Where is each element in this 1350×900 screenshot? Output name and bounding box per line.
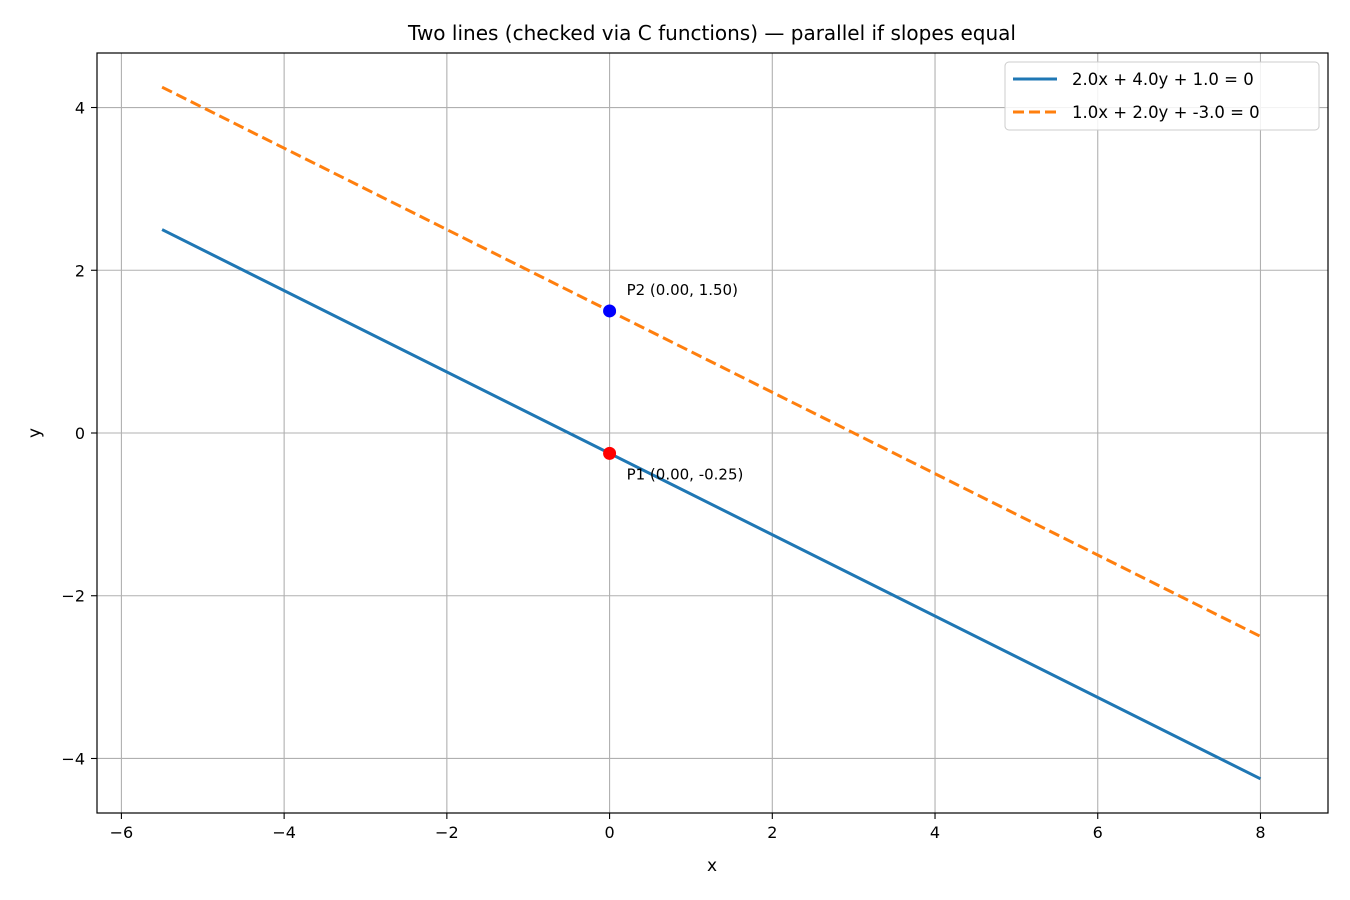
legend-box <box>1004 61 1320 131</box>
x-tick-label: 0 <box>604 823 614 842</box>
x-tick-label: 8 <box>1255 823 1265 842</box>
point-label-2: P2 (0.00, 1.50) <box>627 281 738 299</box>
x-tick-label: −2 <box>435 823 459 842</box>
series-line-2 <box>161 85 1262 638</box>
series-lines <box>161 85 1262 781</box>
annotated-points: P1 (0.00, -0.25) P2 (0.00, 1.50) <box>603 281 743 483</box>
x-tick-label: 4 <box>930 823 940 842</box>
point-label-1: P1 (0.00, -0.25) <box>627 465 744 483</box>
series-line-1 <box>161 228 1262 781</box>
point-marker-2 <box>603 304 617 318</box>
x-axis-label: x <box>707 856 717 876</box>
x-tick-label: −4 <box>272 823 296 842</box>
y-axis-label: y <box>25 428 45 438</box>
x-tick-label: 6 <box>1093 823 1103 842</box>
x-tick-label: −6 <box>110 823 134 842</box>
chart-title: Two lines (checked via C functions) — pa… <box>407 21 1016 45</box>
legend: 2.0x + 4.0y + 1.0 = 0 1.0x + 2.0y + -3.0 … <box>1004 61 1320 131</box>
legend-label-1: 2.0x + 4.0y + 1.0 = 0 <box>1072 70 1254 89</box>
y-tick-label: −4 <box>61 749 85 768</box>
x-tick-label: 2 <box>767 823 777 842</box>
y-tick-label: 0 <box>75 424 85 443</box>
axis-ticks: −6 −4 −2 0 2 4 6 8 −4 −2 0 2 4 <box>61 99 1265 842</box>
y-tick-label: 4 <box>75 99 85 118</box>
legend-label-2: 1.0x + 2.0y + -3.0 = 0 <box>1072 103 1260 122</box>
point-marker-1 <box>603 446 617 460</box>
y-tick-label: −2 <box>61 587 85 606</box>
y-tick-label: 2 <box>75 261 85 280</box>
